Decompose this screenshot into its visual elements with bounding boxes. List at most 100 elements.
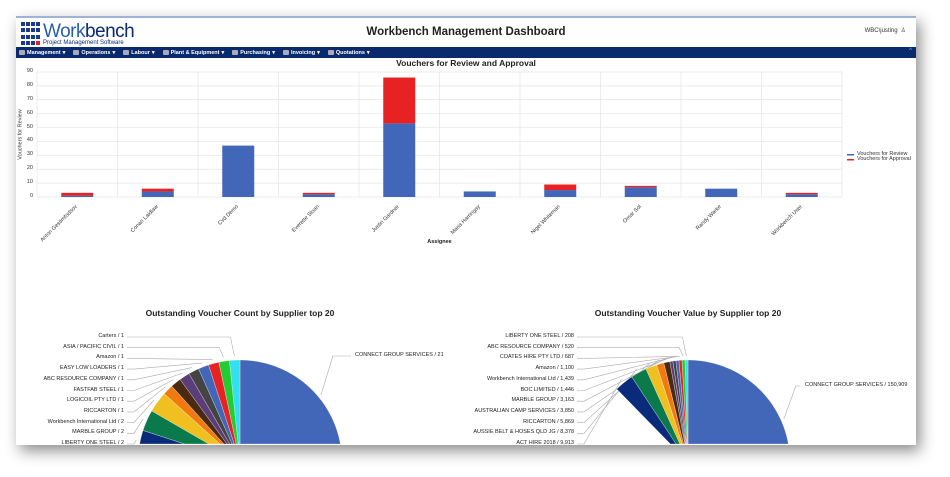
leader-line [320, 355, 351, 396]
logo-grid-icon [21, 22, 40, 46]
calculator-icon [327, 50, 334, 55]
leader-line [577, 356, 674, 381]
grid-icon [19, 50, 25, 55]
bar-review [222, 145, 255, 197]
user-menu[interactable]: WBC\justing ♙ [864, 27, 906, 35]
pie-slice [163, 385, 225, 445]
pie-slice [139, 430, 185, 445]
nav-label: Plant & Equipment [170, 49, 220, 56]
y-tick-label: 90 [26, 68, 33, 74]
pie-slice-main [687, 359, 789, 445]
pie-label: LIBERTY ONE STEEL / 2 [61, 440, 124, 446]
chevron-down-icon: ▾ [272, 49, 275, 56]
main-nav: Management ▾ Operations ▾ Labour ▾ Plant & Equ… [16, 47, 916, 58]
nav-label: Invoicing [290, 49, 316, 56]
pie-slice [208, 362, 237, 445]
bar-approval [302, 192, 335, 195]
pie-label: MARBLE GROUP / 3,163 [511, 397, 574, 404]
nav-invoicing[interactable]: Invoicing ▾ [282, 49, 320, 56]
bar-review [705, 188, 738, 197]
pie-slice [171, 379, 228, 445]
chevron-down-icon: ▾ [112, 49, 116, 56]
bar-review [61, 195, 94, 197]
leader-line [577, 336, 687, 357]
bar-review [624, 187, 657, 197]
pie-label: Amazon / 1 [96, 354, 124, 361]
x-axis-label: Assignee [427, 239, 452, 245]
chevron-down-icon: ▾ [366, 49, 370, 56]
nav-label: Quotations [335, 49, 365, 56]
leader-line [577, 347, 684, 357]
y-tick-label: 80 [26, 81, 33, 88]
leader-line [127, 367, 192, 381]
pie-slice [645, 364, 683, 445]
chevron-down-icon: ▾ [62, 49, 66, 56]
leader-line [577, 355, 681, 359]
bar-approval [61, 192, 94, 196]
pie-label: AUSTRALIAN CAMP SERVICES / 3,850 [474, 407, 574, 414]
pie-label: AUSSIE BELT & HOSES QLD JG / 8,378 [473, 429, 574, 436]
pie-label: Workbench International Ltd / 1,439 [486, 375, 574, 382]
pie-slice [616, 376, 677, 445]
gears-icon [73, 50, 80, 55]
bar-approval [141, 188, 174, 192]
y-tick-label: 50 [26, 123, 33, 130]
leader-line [577, 356, 677, 370]
pie-label: EASY LOW LOADERS / 1 [59, 365, 124, 372]
username: WBC\justing [864, 27, 898, 34]
collapse-chevron-icon[interactable]: ^ [909, 48, 912, 54]
pie-label: Amazon / 1,100 [535, 365, 574, 372]
pie-slice [663, 361, 685, 445]
dashboard-window: Workbench Project Management Software Wo… [16, 16, 916, 446]
bar-review [463, 191, 496, 197]
y-tick-label: 30 [26, 151, 33, 158]
pie-label-main: CONNECT GROUP SERVICES / 150,909 [805, 382, 908, 388]
nav-label: Management [27, 49, 61, 56]
pie-label: MARBLE GROUP / 2 [72, 429, 124, 436]
workbench-logo[interactable]: Workbench Project Management Software [21, 21, 135, 46]
y-tick-label: 60 [26, 109, 33, 116]
pie-label: Workbench International Ltd / 2 [47, 418, 124, 425]
logo-text: Work [43, 21, 85, 42]
y-tick-label: 20 [26, 165, 33, 172]
pie-label: ASIA / PACIFIC CIVIL / 1 [63, 343, 124, 350]
bar-approval [624, 185, 657, 188]
pie-slice [229, 359, 241, 445]
nav-management[interactable]: Management ▾ [19, 50, 65, 56]
leader-line [127, 439, 137, 445]
nav-label: Labour [131, 49, 150, 56]
pie-slice [631, 368, 681, 445]
printer-icon [232, 50, 239, 55]
pie-label: RICCARTON / 5,869 [523, 418, 574, 425]
nav-purchasing[interactable]: Purchasing ▾ [232, 50, 275, 56]
nav-operations[interactable]: Operations ▾ [73, 50, 115, 56]
y-tick-label: 10 [26, 179, 33, 186]
bar-review [302, 194, 335, 197]
y-tick-label: 40 [26, 137, 33, 144]
bar-approval [544, 184, 577, 191]
y-tick-label: 0 [29, 193, 33, 199]
nav-quotations[interactable]: Quotations ▾ [327, 49, 370, 56]
pie-slice [151, 393, 221, 445]
pie-label: LOGICOIL PTY LTD / 1 [66, 397, 124, 404]
pie-slice [656, 362, 684, 445]
pie-label: RICCARTON / 1 [83, 407, 124, 414]
leader-line [127, 347, 224, 358]
leader-line [127, 372, 183, 391]
leader-line [127, 386, 166, 413]
nav-plant-equipment[interactable]: Plant & Equipment ▾ [162, 49, 224, 56]
leader-line [577, 357, 671, 391]
user-icon: ♙ [900, 28, 906, 34]
nav-labour[interactable]: Labour ▾ [123, 49, 155, 56]
pie-slice [218, 360, 239, 445]
legend-swatch [847, 154, 854, 156]
logo-text-bold: bench [84, 21, 135, 42]
pie-label: LIBERTY ONE STEEL / 208 [505, 333, 574, 339]
pie-slice [179, 373, 230, 445]
leader-line [127, 336, 235, 357]
bar-approval [785, 192, 818, 195]
pie-label: ACT HIRE 2018 / 9,913 [516, 440, 574, 446]
leader-line [127, 418, 144, 434]
pie-chart-title: Outstanding Voucher Value by Supplier to… [594, 308, 782, 318]
pie-label: ABC RESOURCE COMPANY / 520 [487, 343, 574, 350]
